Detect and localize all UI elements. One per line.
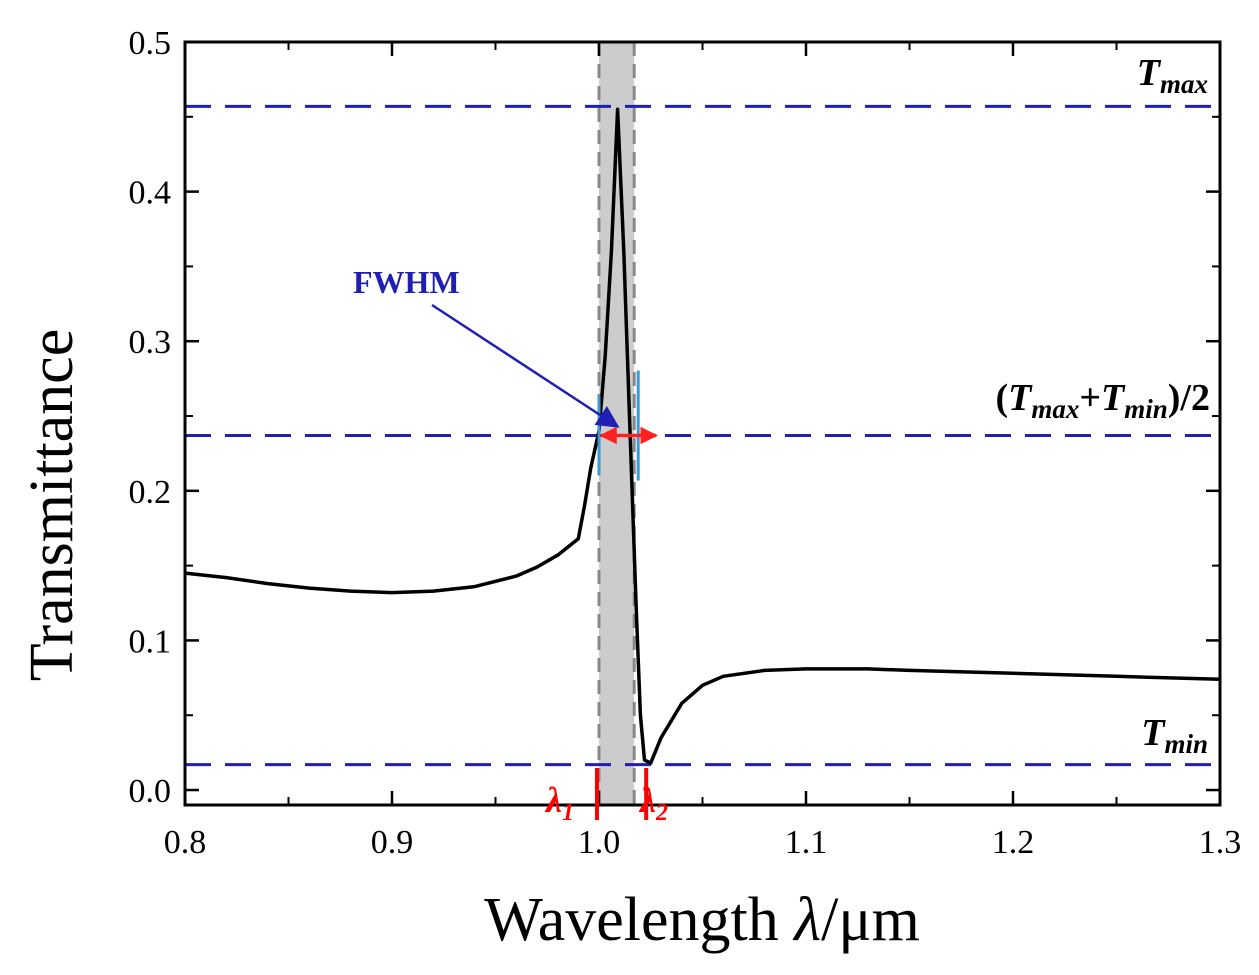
tmin-label: Tmin bbox=[1141, 712, 1208, 759]
half-max-label: (Tmax+Tmin)/2 bbox=[995, 377, 1210, 424]
x-tick-label: 0.8 bbox=[164, 824, 207, 861]
x-tick-label: 1.1 bbox=[785, 824, 828, 861]
series-line-transmittance bbox=[184, 107, 1221, 765]
y-axis-title: Transmittance bbox=[18, 329, 86, 681]
lambda1-label: λ1 bbox=[544, 780, 574, 826]
x-tick-label: 1.2 bbox=[992, 824, 1035, 861]
fwhm-pointer-arrow bbox=[431, 303, 620, 428]
fwhm-label: FWHM bbox=[353, 264, 460, 300]
y-tick-label: 0.3 bbox=[129, 324, 172, 361]
y-tick-label: 0.2 bbox=[129, 474, 172, 511]
y-tick-label: 0.1 bbox=[129, 623, 172, 660]
tmax-label: Tmax bbox=[1137, 52, 1208, 99]
y-tick-label: 0.0 bbox=[129, 773, 172, 810]
lambda2-label: λ2 bbox=[638, 780, 668, 826]
x-tick-label: 1.0 bbox=[578, 824, 621, 861]
y-tick-label: 0.4 bbox=[129, 175, 172, 212]
x-axis-title: Wavelength λ/μm bbox=[484, 886, 920, 954]
y-tick-label: 0.5 bbox=[129, 25, 172, 62]
x-tick-label: 1.3 bbox=[1199, 824, 1242, 861]
x-tick-label: 0.9 bbox=[371, 824, 414, 861]
